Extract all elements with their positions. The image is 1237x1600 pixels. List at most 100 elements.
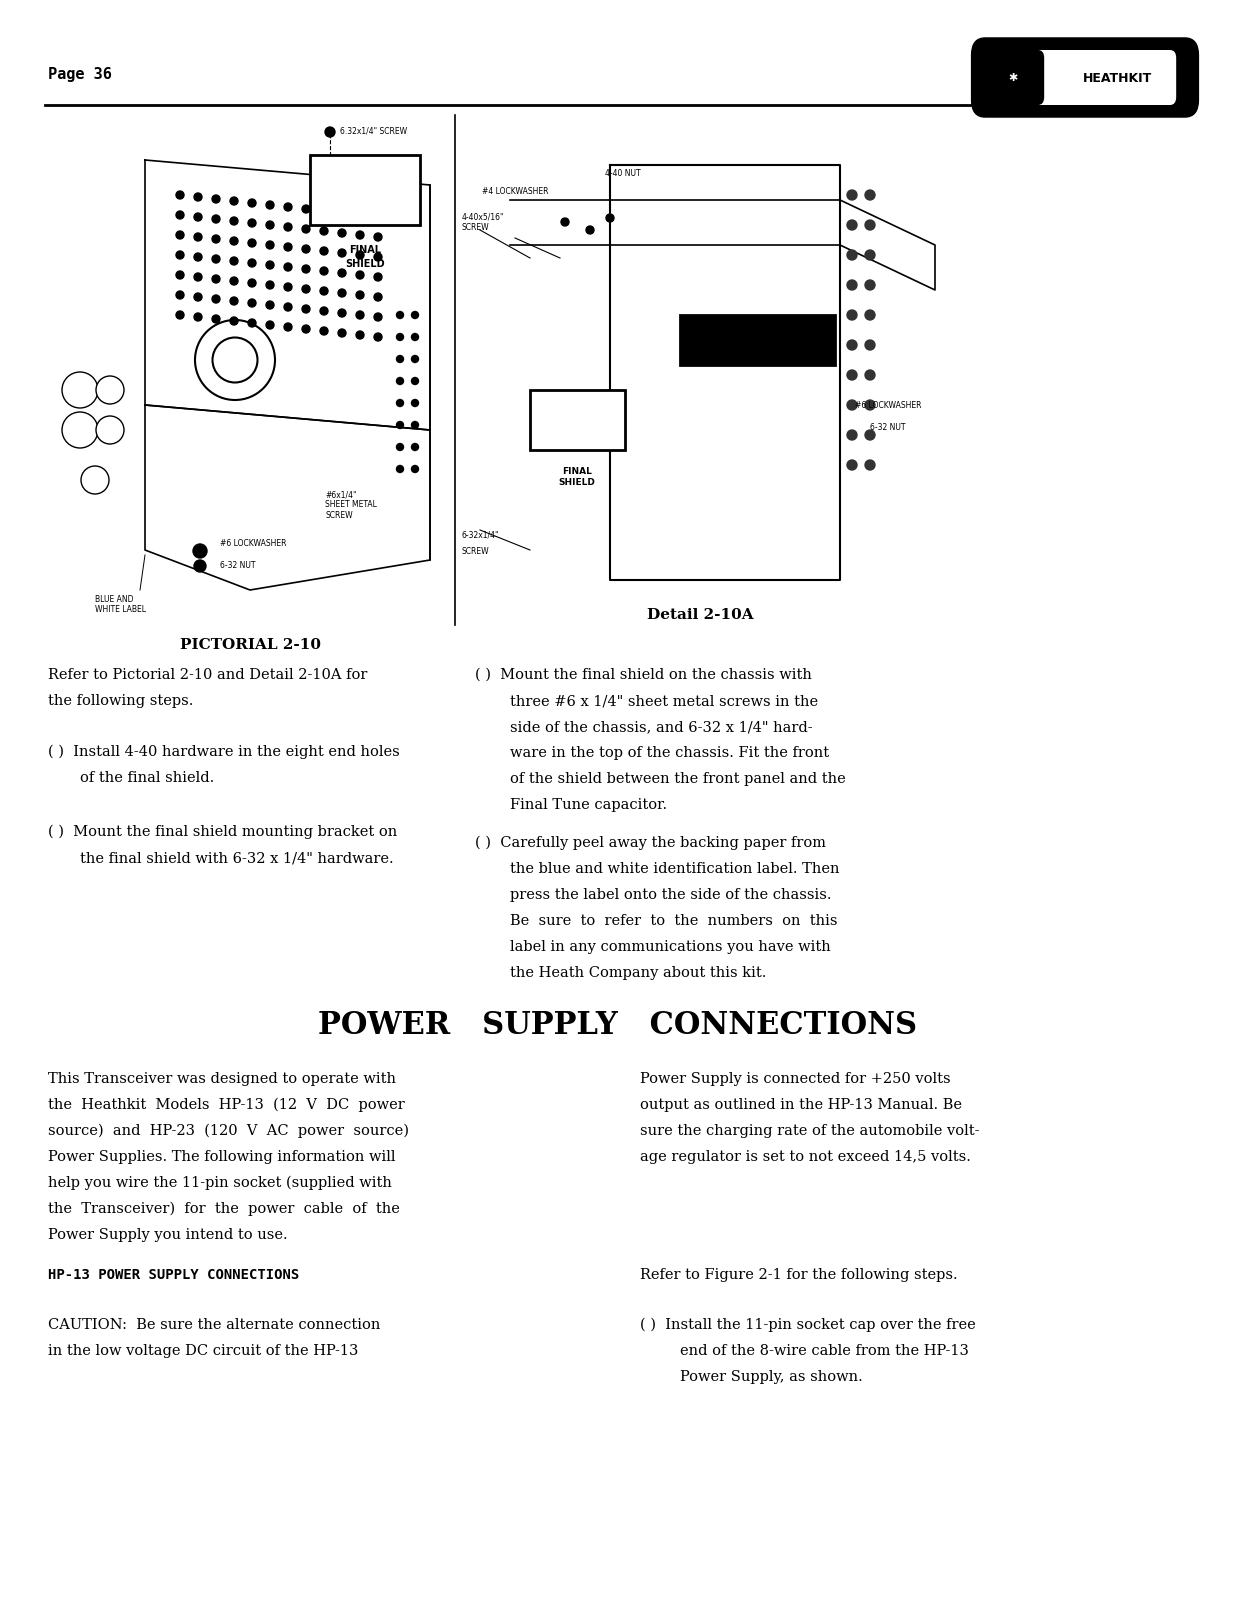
Ellipse shape: [374, 314, 382, 322]
Ellipse shape: [397, 333, 403, 341]
Ellipse shape: [195, 320, 275, 400]
Ellipse shape: [266, 202, 275, 210]
Ellipse shape: [247, 259, 256, 267]
Ellipse shape: [865, 280, 875, 290]
Ellipse shape: [847, 190, 857, 200]
Text: This Transceiver was designed to operate with: This Transceiver was designed to operate…: [48, 1072, 396, 1086]
Text: help you wire the 11-pin socket (supplied with: help you wire the 11-pin socket (supplie…: [48, 1176, 392, 1190]
Ellipse shape: [338, 309, 346, 317]
Ellipse shape: [320, 286, 328, 294]
Ellipse shape: [213, 338, 257, 382]
Text: press the label onto the side of the chassis.: press the label onto the side of the cha…: [510, 888, 831, 902]
Ellipse shape: [356, 211, 364, 219]
Ellipse shape: [356, 291, 364, 299]
Ellipse shape: [865, 341, 875, 350]
Ellipse shape: [302, 205, 310, 213]
Ellipse shape: [247, 219, 256, 227]
Ellipse shape: [212, 235, 220, 243]
Ellipse shape: [62, 371, 98, 408]
Ellipse shape: [302, 285, 310, 293]
Text: 4-40 NUT: 4-40 NUT: [605, 168, 641, 178]
Ellipse shape: [374, 274, 382, 282]
Text: side of the chassis, and 6-32 x 1/4" hard-: side of the chassis, and 6-32 x 1/4" har…: [510, 720, 813, 734]
Text: of the shield between the front panel and the: of the shield between the front panel an…: [510, 771, 846, 786]
Text: output as outlined in the HP-13 Manual. Be: output as outlined in the HP-13 Manual. …: [640, 1098, 962, 1112]
Ellipse shape: [865, 400, 875, 410]
Ellipse shape: [230, 237, 238, 245]
Ellipse shape: [230, 317, 238, 325]
Ellipse shape: [412, 378, 418, 384]
Ellipse shape: [847, 280, 857, 290]
Ellipse shape: [397, 355, 403, 363]
Text: Power Supply is connected for +250 volts: Power Supply is connected for +250 volts: [640, 1072, 950, 1086]
Ellipse shape: [302, 245, 310, 253]
Ellipse shape: [266, 282, 275, 290]
Ellipse shape: [285, 283, 292, 291]
Ellipse shape: [212, 195, 220, 203]
Text: end of the 8-wire cable from the HP-13: end of the 8-wire cable from the HP-13: [680, 1344, 969, 1358]
Ellipse shape: [412, 421, 418, 429]
Ellipse shape: [320, 227, 328, 235]
Ellipse shape: [62, 411, 98, 448]
Ellipse shape: [176, 230, 184, 238]
Text: Refer to Pictorial 2-10 and Detail 2-10A for: Refer to Pictorial 2-10 and Detail 2-10A…: [48, 669, 367, 682]
Text: the  Heathkit  Models  HP-13  (12  V  DC  power: the Heathkit Models HP-13 (12 V DC power: [48, 1098, 404, 1112]
Ellipse shape: [847, 341, 857, 350]
Ellipse shape: [285, 262, 292, 270]
Bar: [529, 390, 625, 450]
Text: three #6 x 1/4" sheet metal screws in the: three #6 x 1/4" sheet metal screws in th…: [510, 694, 818, 707]
Ellipse shape: [302, 306, 310, 314]
Ellipse shape: [194, 560, 207, 573]
Ellipse shape: [80, 466, 109, 494]
FancyBboxPatch shape: [1003, 50, 1176, 106]
Ellipse shape: [865, 430, 875, 440]
Ellipse shape: [230, 197, 238, 205]
Bar: [310, 155, 421, 226]
Text: FINAL
SHIELD: FINAL SHIELD: [345, 245, 385, 269]
Ellipse shape: [865, 219, 875, 230]
Text: the blue and white identification label. Then: the blue and white identification label.…: [510, 862, 840, 875]
Ellipse shape: [397, 312, 403, 318]
Ellipse shape: [266, 221, 275, 229]
Ellipse shape: [266, 261, 275, 269]
Ellipse shape: [374, 213, 382, 221]
Text: PICTORIAL 2-10: PICTORIAL 2-10: [179, 638, 320, 651]
Ellipse shape: [230, 218, 238, 226]
Ellipse shape: [562, 218, 569, 226]
Text: Be  sure  to  refer  to  the  numbers  on  this: Be sure to refer to the numbers on this: [510, 914, 837, 928]
Ellipse shape: [194, 194, 202, 202]
Text: the  Transceiver)  for  the  power  cable  of  the: the Transceiver) for the power cable of …: [48, 1202, 400, 1216]
Text: FINAL
SHIELD: FINAL SHIELD: [559, 467, 595, 486]
Text: label in any communications you have with: label in any communications you have wit…: [510, 939, 831, 954]
Ellipse shape: [285, 323, 292, 331]
Ellipse shape: [266, 242, 275, 250]
Text: #6 LOCKWASHER: #6 LOCKWASHER: [855, 400, 922, 410]
Ellipse shape: [865, 370, 875, 379]
Text: HP-13 POWER SUPPLY CONNECTIONS: HP-13 POWER SUPPLY CONNECTIONS: [48, 1267, 299, 1282]
Ellipse shape: [397, 443, 403, 451]
Ellipse shape: [194, 274, 202, 282]
Ellipse shape: [194, 253, 202, 261]
Text: ( )  Install the 11-pin socket cap over the free: ( ) Install the 11-pin socket cap over t…: [640, 1318, 976, 1333]
Ellipse shape: [176, 310, 184, 318]
Ellipse shape: [212, 294, 220, 302]
Ellipse shape: [412, 333, 418, 341]
Ellipse shape: [266, 301, 275, 309]
Ellipse shape: [412, 355, 418, 363]
Text: CAUTION:  Be sure the alternate connection: CAUTION: Be sure the alternate connectio…: [48, 1318, 380, 1331]
Text: Power Supply, as shown.: Power Supply, as shown.: [680, 1370, 862, 1384]
Text: FINAL SHIELD
MOUNTING BRACKET: FINAL SHIELD MOUNTING BRACKET: [711, 378, 802, 398]
Text: 6-32 NUT: 6-32 NUT: [870, 422, 905, 432]
Text: POWER   SUPPLY   CONNECTIONS: POWER SUPPLY CONNECTIONS: [318, 1010, 918, 1042]
FancyBboxPatch shape: [982, 50, 1044, 106]
Ellipse shape: [176, 190, 184, 198]
Ellipse shape: [847, 219, 857, 230]
Ellipse shape: [320, 267, 328, 275]
Ellipse shape: [247, 278, 256, 286]
Ellipse shape: [356, 270, 364, 278]
Ellipse shape: [212, 275, 220, 283]
Text: ✱: ✱: [1017, 72, 1027, 85]
Text: source)  and  HP-23  (120  V  AC  power  source): source) and HP-23 (120 V AC power source…: [48, 1123, 409, 1138]
Text: #6x1/4"
SHEET METAL
SCREW: #6x1/4" SHEET METAL SCREW: [325, 490, 377, 520]
Ellipse shape: [230, 258, 238, 266]
